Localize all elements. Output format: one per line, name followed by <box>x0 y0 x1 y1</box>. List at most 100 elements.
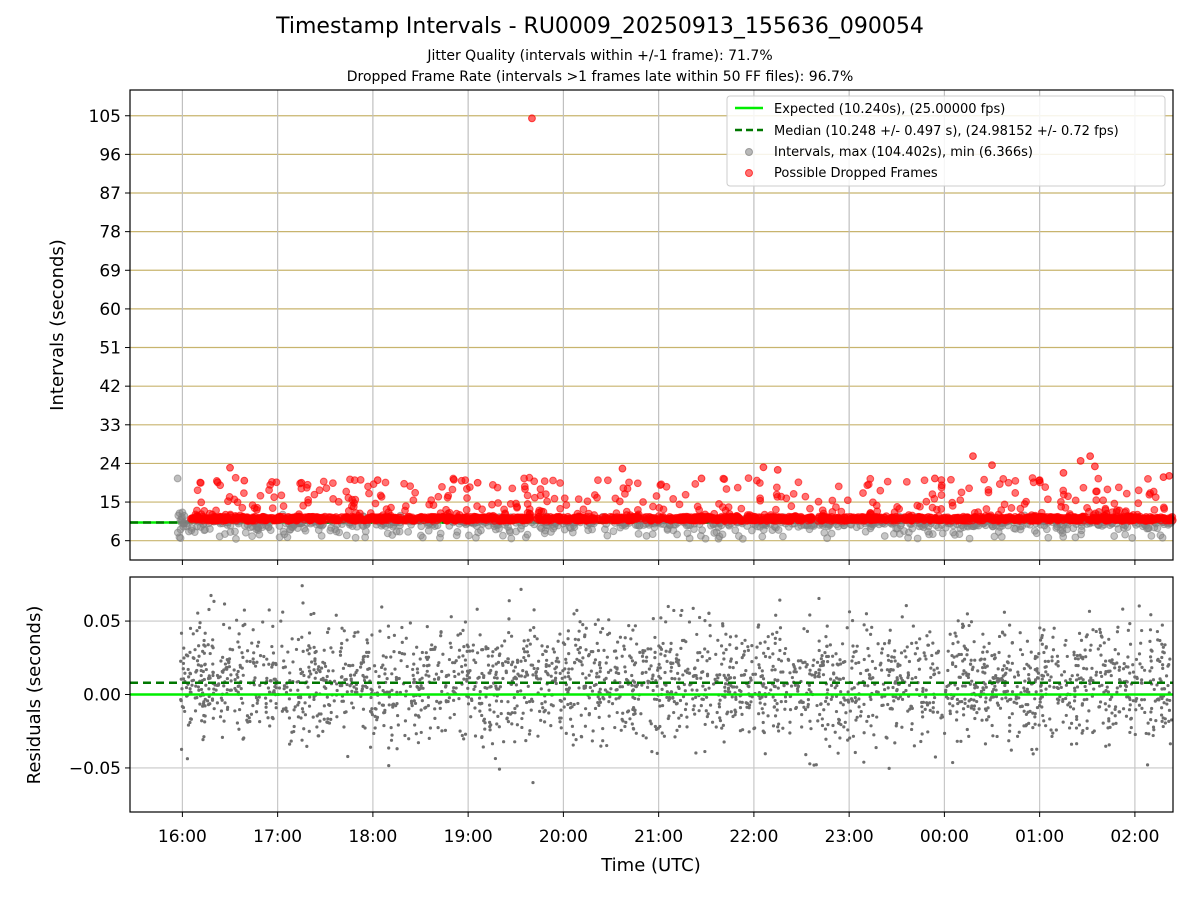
residual-point <box>800 725 804 729</box>
residual-point <box>188 626 193 630</box>
residual-point <box>266 716 270 720</box>
residual-point <box>904 655 908 659</box>
dropped-frame-point <box>275 512 283 521</box>
residual-point <box>931 641 935 645</box>
residual-point <box>806 698 810 702</box>
residual-point <box>516 689 520 694</box>
residual-point <box>522 639 526 643</box>
residual-point <box>525 650 530 654</box>
residual-point <box>566 629 570 633</box>
residual-point <box>776 729 781 733</box>
residual-point <box>766 714 770 718</box>
residual-point <box>829 697 833 701</box>
residual-point <box>649 664 653 668</box>
residual-point <box>776 725 780 729</box>
residual-point <box>904 688 908 693</box>
interval-point <box>283 533 292 542</box>
legend-dropped-label: Possible Dropped Frames <box>774 166 938 181</box>
dropped-frame-point <box>801 492 810 501</box>
residual-point <box>252 661 256 665</box>
residual-point <box>383 672 387 676</box>
residual-point <box>500 644 504 648</box>
residual-point <box>1009 748 1013 752</box>
residual-point <box>334 613 338 617</box>
residual-point <box>327 721 332 725</box>
residual-point <box>693 712 697 716</box>
residual-point <box>358 665 363 669</box>
residual-point <box>526 684 530 688</box>
residual-point <box>1148 669 1152 673</box>
residual-point <box>325 674 329 679</box>
residual-point <box>961 713 966 717</box>
residual-point <box>924 688 928 692</box>
dropped-frame-point <box>467 514 476 523</box>
dropped-frame-point <box>556 479 565 487</box>
residual-point <box>763 752 767 756</box>
residual-point <box>491 650 495 654</box>
residual-point <box>1073 656 1078 661</box>
residual-point <box>422 664 426 668</box>
residual-point <box>543 700 547 704</box>
dropped-frame-point <box>386 511 395 520</box>
residual-point <box>514 683 518 687</box>
residual-point <box>1022 709 1026 713</box>
residual-point <box>451 689 455 693</box>
residual-point <box>722 657 726 661</box>
residual-point <box>373 706 377 711</box>
residual-point <box>264 705 268 709</box>
residual-point <box>501 676 505 681</box>
dropped-frame-point <box>224 497 232 506</box>
dropped-frame-point <box>574 495 583 504</box>
residual-point <box>595 641 599 645</box>
dropped-frame-point <box>984 485 993 494</box>
residual-point <box>1079 638 1084 642</box>
residual-point <box>475 607 479 611</box>
residual-point <box>681 673 685 677</box>
dropped-frame-point <box>528 114 536 123</box>
residual-point <box>547 664 551 668</box>
residual-point <box>984 685 988 689</box>
dropped-frame-point <box>1044 495 1052 504</box>
residual-point <box>595 671 599 675</box>
residual-point <box>1054 662 1058 666</box>
residual-point <box>526 638 530 642</box>
residual-point <box>463 658 468 662</box>
dropped-frame-point <box>866 509 875 517</box>
dropped-frame-point <box>270 493 279 502</box>
residual-point <box>937 671 941 675</box>
dropped-frame-point <box>216 512 225 521</box>
residual-point <box>923 654 927 658</box>
residual-point <box>427 736 431 740</box>
residual-point <box>521 669 525 673</box>
residual-point <box>1080 731 1084 735</box>
dropped-frame-point <box>488 500 496 509</box>
residual-point <box>703 722 707 727</box>
residual-point <box>292 724 296 729</box>
residual-point <box>462 645 466 649</box>
residual-point <box>783 651 787 656</box>
residual-point <box>321 660 325 664</box>
residual-point <box>1118 710 1122 714</box>
residual-point <box>598 661 602 665</box>
residual-point <box>981 650 985 654</box>
residual-point <box>528 628 532 632</box>
residual-point <box>639 712 643 716</box>
residual-point <box>990 690 995 694</box>
residual-point <box>407 737 411 741</box>
dropped-frame-point <box>654 512 663 520</box>
dropped-frame-point <box>633 505 642 514</box>
residual-point <box>355 668 359 673</box>
residual-point <box>607 714 611 718</box>
residual-point <box>1084 655 1088 659</box>
residual-point <box>348 684 352 688</box>
residual-point <box>222 622 226 627</box>
residual-point <box>499 699 504 703</box>
residual-point <box>888 628 892 632</box>
residual-point <box>1121 607 1125 611</box>
dropped-frame-point <box>540 477 549 486</box>
residual-point <box>833 686 837 690</box>
residual-point <box>607 618 611 622</box>
dropped-frame-point <box>212 506 220 515</box>
residual-point <box>864 668 868 673</box>
